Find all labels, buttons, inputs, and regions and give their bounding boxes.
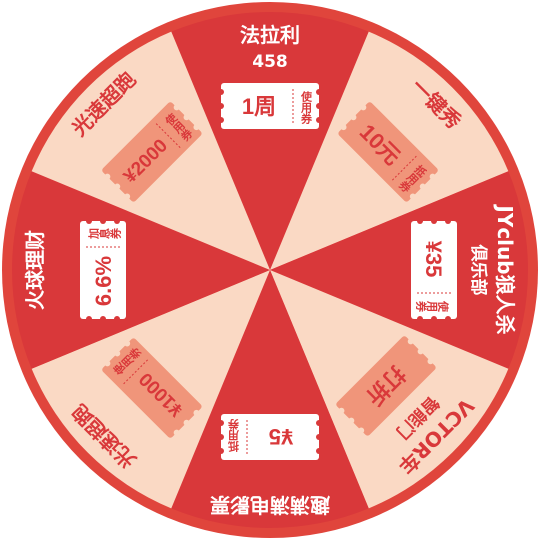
coupon-notch <box>350 114 357 121</box>
coupon-notch <box>173 429 180 436</box>
coupon-divider <box>123 359 149 385</box>
coupon-tag: 使用券 <box>415 300 450 314</box>
coupon-background <box>221 83 319 129</box>
coupon-ticket: 6.6% 加息券 <box>80 218 126 322</box>
coupon-notch <box>193 124 200 131</box>
coupon-notch <box>183 419 190 426</box>
coupon-notch <box>316 103 322 109</box>
coupon-amount: 6.6% <box>91 256 116 306</box>
coupon-notch <box>340 124 347 131</box>
coupon-notch <box>316 89 322 95</box>
coupon-notch <box>429 173 436 180</box>
coupon-background <box>80 221 126 319</box>
coupon-notch <box>86 218 92 224</box>
coupon-notch <box>316 117 322 123</box>
coupon-tag: 抵用券 <box>227 418 241 453</box>
coupon-amount: ¥35 <box>421 241 446 278</box>
coupon-notch <box>316 420 322 426</box>
coupon-ticket: 1周 使用券 <box>218 83 322 129</box>
coupon-notch <box>114 218 120 224</box>
coupon-background <box>338 102 438 202</box>
coupon-notch <box>431 316 437 322</box>
coupon-notch <box>409 193 416 200</box>
coupon-notch <box>114 350 121 357</box>
segment-label-group-6: 火球理财 6.6% 加息券 <box>23 218 126 322</box>
coupon-notch <box>316 448 322 454</box>
coupon-notch <box>104 173 111 180</box>
coupon-notch <box>114 316 120 322</box>
coupon-background <box>336 336 436 436</box>
coupon-notch <box>419 183 426 190</box>
coupon-amount: 1周 <box>242 94 276 119</box>
coupon-notch <box>417 316 423 322</box>
coupon-notch <box>445 218 451 224</box>
coupon-notch <box>338 407 345 414</box>
coupon-notch <box>218 434 224 440</box>
coupon-background <box>102 102 202 202</box>
coupon-ticket: ¥5 抵用券 <box>218 414 322 460</box>
wheel-segment-0 <box>171 12 369 271</box>
coupon-notch <box>360 104 367 111</box>
coupon-notch <box>431 218 437 224</box>
segment-subtitle: 俱乐部 <box>468 244 489 296</box>
coupon-notch <box>193 409 200 416</box>
coupon-notch <box>407 338 414 345</box>
coupon-notch <box>183 114 190 121</box>
coupon-notch <box>124 340 131 347</box>
coupon-notch <box>86 316 92 322</box>
coupon-notch <box>417 218 423 224</box>
wheel-segment-6 <box>12 171 271 369</box>
coupon-notch <box>218 420 224 426</box>
coupon-notch <box>100 316 106 322</box>
coupon-background <box>411 221 457 319</box>
coupon-notch <box>218 89 224 95</box>
coupon-notch <box>417 348 424 355</box>
coupon-notch <box>124 193 131 200</box>
coupon-notch <box>173 104 180 111</box>
coupon-notch <box>218 103 224 109</box>
coupon-divider <box>155 123 181 149</box>
coupon-tag: 使用券 <box>300 90 314 125</box>
coupon-notch <box>358 427 365 434</box>
coupon-notch <box>348 417 355 424</box>
segment-label-group-4: 趣满满电影票 ¥5 抵用券 <box>210 414 331 517</box>
segment-title: JYclub狼人杀 <box>493 203 517 334</box>
coupon-notch <box>218 448 224 454</box>
coupon-notch <box>218 117 224 123</box>
coupon-notch <box>316 434 322 440</box>
segment-title: 趣满满电影票 <box>210 493 331 517</box>
segment-title: 火球理财 <box>23 230 47 310</box>
wheel-segment-4 <box>171 270 369 528</box>
coupon-ticket: ¥35 使用券 <box>411 218 457 322</box>
coupon-notch <box>114 183 121 190</box>
coupon-background <box>221 414 319 460</box>
coupon-background <box>102 338 202 438</box>
wheel-segment-2 <box>270 171 528 369</box>
coupon-amount: ¥5 <box>269 424 293 449</box>
segment-label-group-0: 法拉利 458 1周 使用券 <box>218 23 322 129</box>
coupon-notch <box>100 218 106 224</box>
coupon-notch <box>427 358 434 365</box>
coupon-tag: 加息券 <box>87 227 122 241</box>
coupon-notch <box>104 360 111 367</box>
segment-title: 法拉利 <box>240 23 300 47</box>
segment-subtitle: 458 <box>252 52 288 72</box>
coupon-notch <box>445 316 451 322</box>
coupon-divider <box>391 155 417 181</box>
